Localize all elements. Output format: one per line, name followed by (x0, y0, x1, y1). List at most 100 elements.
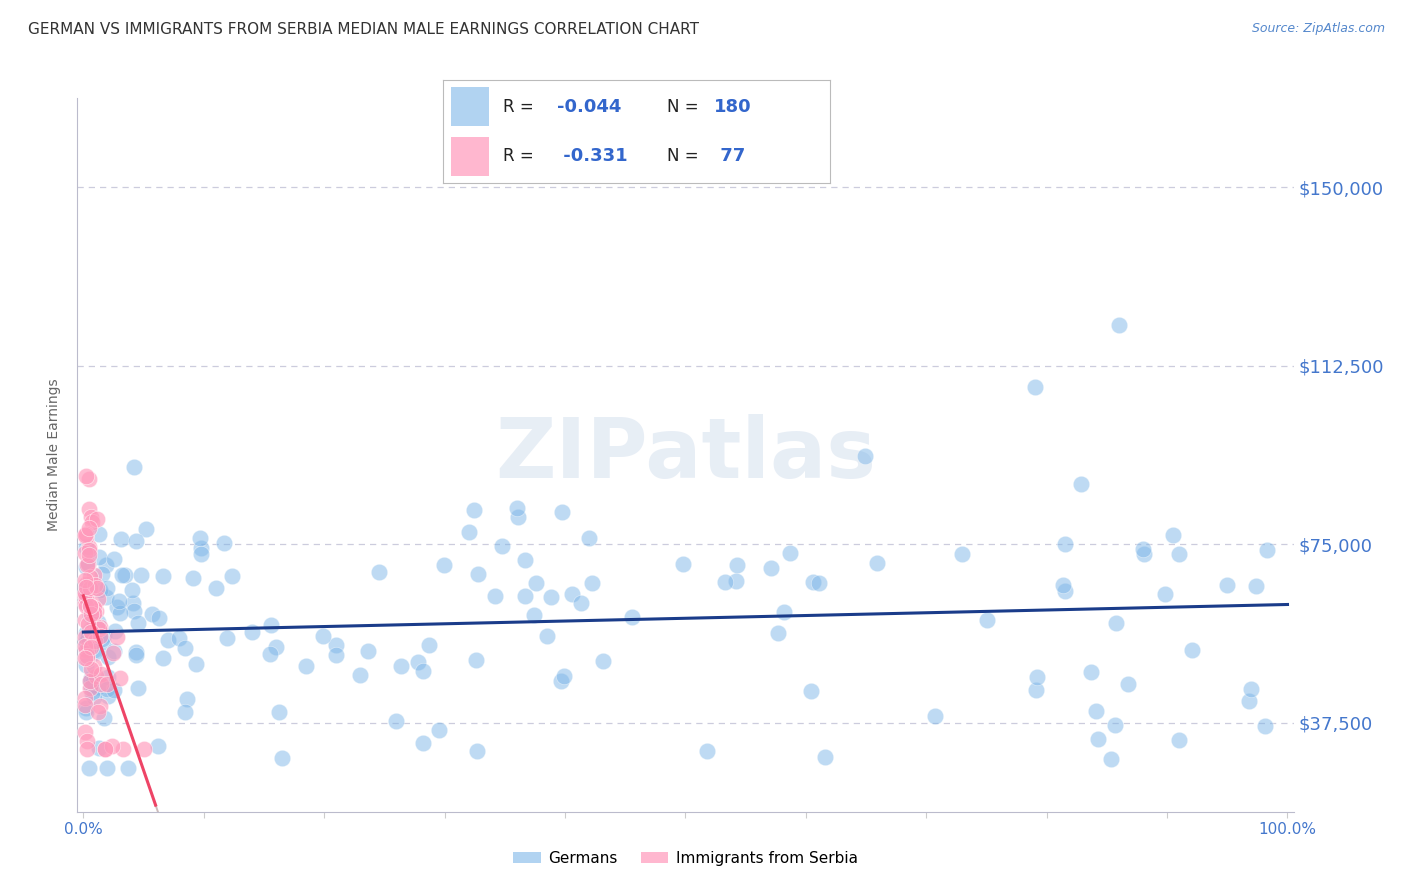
Point (75, 589, 97, 603)
Point (96, 681, 118, 696)
Point (672, 557, 695, 571)
Point (1153, 587, 1175, 601)
Point (83, 600, 105, 615)
Point (1105, 616, 1128, 631)
Point (73, 613, 96, 627)
Point (1167, 547, 1189, 561)
Point (176, 691, 198, 706)
Point (801, 575, 824, 590)
Point (141, 607, 163, 621)
Point (75, 541, 97, 555)
Point (77, 557, 100, 571)
Point (97, 650, 120, 665)
Point (80, 625, 103, 640)
Point (96, 581, 118, 595)
Point (553, 669, 575, 683)
Point (103, 624, 125, 639)
Point (82, 515, 104, 529)
Point (808, 576, 831, 591)
Point (87, 740, 110, 755)
Point (77, 641, 100, 656)
Point (125, 533, 148, 548)
Point (110, 671, 132, 685)
Point (125, 648, 148, 662)
Point (1070, 476, 1092, 491)
Point (79, 674, 101, 689)
Point (240, 625, 263, 640)
Point (76, 652, 98, 666)
Point (83, 634, 105, 648)
Point (89, 583, 111, 598)
Text: -0.331: -0.331 (557, 147, 627, 165)
Point (418, 638, 440, 652)
Point (80, 509, 103, 524)
Point (94, 741, 117, 756)
Point (91, 566, 114, 581)
Point (800, 684, 823, 698)
Point (458, 525, 481, 540)
Point (561, 587, 583, 601)
Point (79, 608, 101, 623)
Point (90, 666, 112, 681)
Point (87, 592, 110, 607)
Point (212, 536, 235, 550)
Point (83, 578, 105, 592)
Point (75, 469, 97, 483)
Point (1132, 541, 1154, 556)
Point (467, 567, 489, 582)
Point (103, 644, 125, 658)
Point (696, 744, 718, 758)
Point (1025, 670, 1047, 684)
Point (190, 541, 212, 555)
Point (174, 705, 197, 719)
Point (1080, 665, 1102, 679)
Point (1132, 547, 1154, 561)
Point (73, 586, 96, 600)
Point (484, 589, 506, 603)
Point (724, 574, 747, 588)
Point (108, 594, 131, 608)
Point (260, 618, 283, 632)
Point (1053, 537, 1076, 551)
Point (1108, 318, 1130, 333)
Point (77, 521, 100, 535)
Point (506, 501, 529, 516)
Point (524, 575, 547, 590)
Point (93, 741, 115, 756)
Point (427, 723, 450, 737)
Point (408, 655, 430, 669)
Point (1087, 731, 1109, 746)
Point (569, 596, 592, 610)
Point (100, 739, 122, 753)
Point (463, 502, 485, 516)
Point (125, 645, 148, 659)
Point (80, 628, 103, 642)
Point (75, 700, 97, 714)
Point (75, 705, 97, 719)
Point (465, 744, 488, 758)
Point (79, 599, 101, 614)
Point (924, 709, 946, 723)
Point (86, 615, 108, 629)
Point (465, 653, 488, 667)
Text: R =: R = (503, 98, 538, 116)
Point (79, 570, 101, 584)
Point (77, 543, 100, 558)
Point (1239, 694, 1261, 708)
Point (267, 705, 290, 719)
Point (1244, 579, 1267, 593)
Point (75, 632, 97, 647)
Point (75, 530, 97, 544)
Point (75, 591, 97, 606)
Point (73, 546, 96, 560)
Point (1254, 719, 1277, 733)
Point (96, 676, 118, 690)
Point (76, 734, 98, 748)
Point (77, 549, 100, 563)
Point (578, 531, 600, 545)
Point (77, 502, 100, 516)
Point (79, 625, 101, 640)
Point (86, 680, 108, 694)
Point (75, 635, 97, 649)
Text: GERMAN VS IMMIGRANTS FROM SERBIA MEDIAN MALE EARNINGS CORRELATION CHART: GERMAN VS IMMIGRANTS FROM SERBIA MEDIAN … (28, 22, 699, 37)
